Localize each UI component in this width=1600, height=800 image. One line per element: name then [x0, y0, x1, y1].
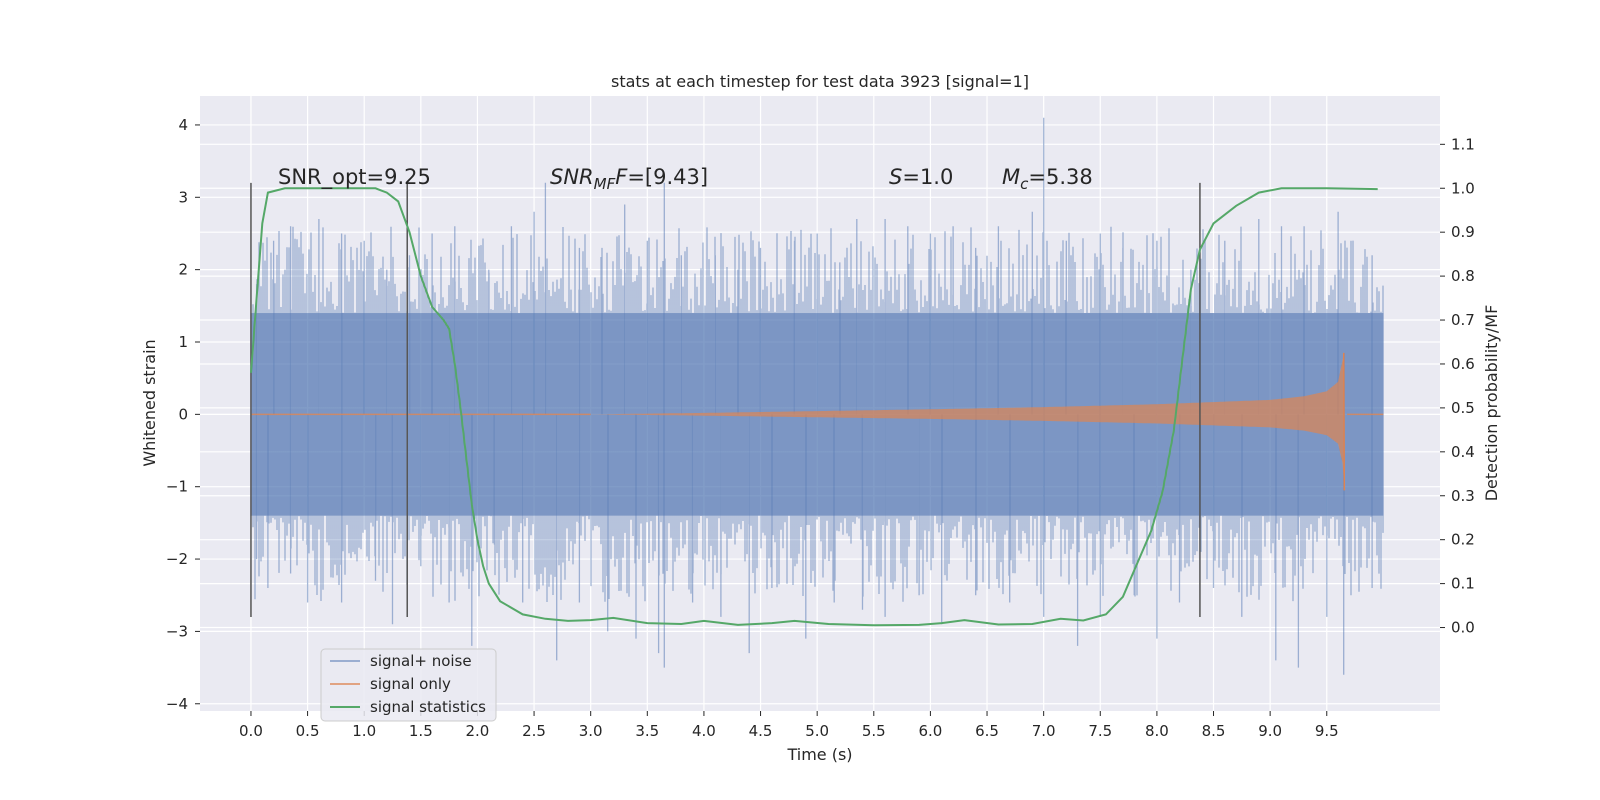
- x-tick-label: 0.0: [239, 722, 263, 740]
- y-tick-label: −1: [166, 478, 188, 496]
- vertical-markers: [250, 182, 1201, 617]
- legend-label-signal-noise: signal+ noise: [370, 652, 472, 670]
- y2-tick-label: 0.1: [1451, 575, 1475, 593]
- x-tick-label: 3.0: [579, 722, 603, 740]
- y2-axis-label: Detection probability/MF: [1482, 305, 1501, 502]
- x-axis-label: Time (s): [786, 745, 852, 764]
- mc-main: M: [1002, 165, 1020, 189]
- tick-labels: 0.0 0.5 1.0 1.5 2.0 2.5 3.0 3.5 4.0 4.5 5.0 5.5 6.0 6…: [166, 116, 1475, 740]
- y2-tick-label: 0.2: [1451, 531, 1475, 549]
- x-tick-label: 2.0: [466, 722, 490, 740]
- series-signal-only: [250, 352, 1384, 491]
- signal-only-envelope: [250, 352, 1345, 491]
- x-tick-label: 6.5: [975, 722, 999, 740]
- y2-tick-label: 1.1: [1451, 135, 1475, 153]
- x-tick-label: 9.5: [1315, 722, 1339, 740]
- x-tick-label: 9.0: [1258, 722, 1282, 740]
- signal-statistics-line: [250, 187, 1378, 627]
- x-tick-label: 6.0: [918, 722, 942, 740]
- legend-label-signal-statistics: signal statistics: [370, 698, 486, 716]
- mc-sub: c: [1020, 175, 1029, 193]
- y-tick-label: 1: [178, 333, 188, 351]
- y-tick-label: 2: [178, 261, 188, 279]
- y2-tick-label: 0.0: [1451, 619, 1475, 637]
- y2-tick-label: 0.3: [1451, 487, 1475, 505]
- annotation-mc: Mc=5.38: [1002, 165, 1093, 193]
- y-tick-label: −2: [166, 550, 188, 568]
- y2-tick-label: 0.4: [1451, 443, 1475, 461]
- snr-mf-main: SNR: [550, 165, 594, 189]
- legend: signal+ noise signal only signal statist…: [320, 648, 497, 722]
- x-tick-label: 1.5: [409, 722, 433, 740]
- y2-tick-label: 1.0: [1451, 179, 1475, 197]
- x-tick-label: 1.0: [352, 722, 376, 740]
- x-tick-label: 3.5: [635, 722, 659, 740]
- x-tick-label: 2.5: [522, 722, 546, 740]
- x-tick-label: 5.5: [862, 722, 886, 740]
- mc-value: =5.38: [1028, 165, 1092, 189]
- y2-tick-label: 0.7: [1451, 311, 1475, 329]
- y-tick-label: 3: [178, 188, 188, 206]
- snr-mf-value: =[9.43]: [627, 165, 708, 189]
- annotation-snr-opt: SNR_opt=9.25: [278, 165, 431, 190]
- annotation-s: S=1.0: [889, 165, 953, 189]
- x-tick-label: 4.5: [749, 722, 773, 740]
- x-tick-label: 8.5: [1202, 722, 1226, 740]
- y-tick-label: 0: [178, 405, 188, 423]
- s-value: =1.0: [902, 165, 953, 189]
- y-tick-label: −3: [166, 622, 188, 640]
- annotation-snr-mf: SNRMFF=[9.43]: [550, 165, 708, 193]
- snr-mf-f: F: [615, 165, 628, 189]
- signal-only-merger: [1342, 352, 1346, 491]
- x-tick-label: 7.5: [1088, 722, 1112, 740]
- y2-tick-label: 0.9: [1451, 223, 1475, 241]
- x-tick-label: 7.0: [1032, 722, 1056, 740]
- x-tick-label: 0.5: [296, 722, 320, 740]
- y-axis-label: Whitened strain: [140, 339, 159, 466]
- legend-box: [320, 648, 497, 722]
- chart-title: stats at each timestep for test data 392…: [611, 72, 1029, 91]
- y2-tick-label: 0.6: [1451, 355, 1475, 373]
- legend-label-signal-only: signal only: [370, 675, 451, 693]
- y2-tick-label: 0.8: [1451, 267, 1475, 285]
- s-label: S: [889, 165, 902, 189]
- y-tick-label: −4: [166, 695, 188, 713]
- series-signal-statistics: [250, 187, 1378, 627]
- x-tick-label: 8.0: [1145, 722, 1169, 740]
- x-tick-label: 5.0: [805, 722, 829, 740]
- y-tick-label: 4: [178, 116, 188, 134]
- x-tick-label: 4.0: [692, 722, 716, 740]
- y2-tick-label: 0.5: [1451, 399, 1475, 417]
- snr-mf-sub: MF: [594, 175, 616, 193]
